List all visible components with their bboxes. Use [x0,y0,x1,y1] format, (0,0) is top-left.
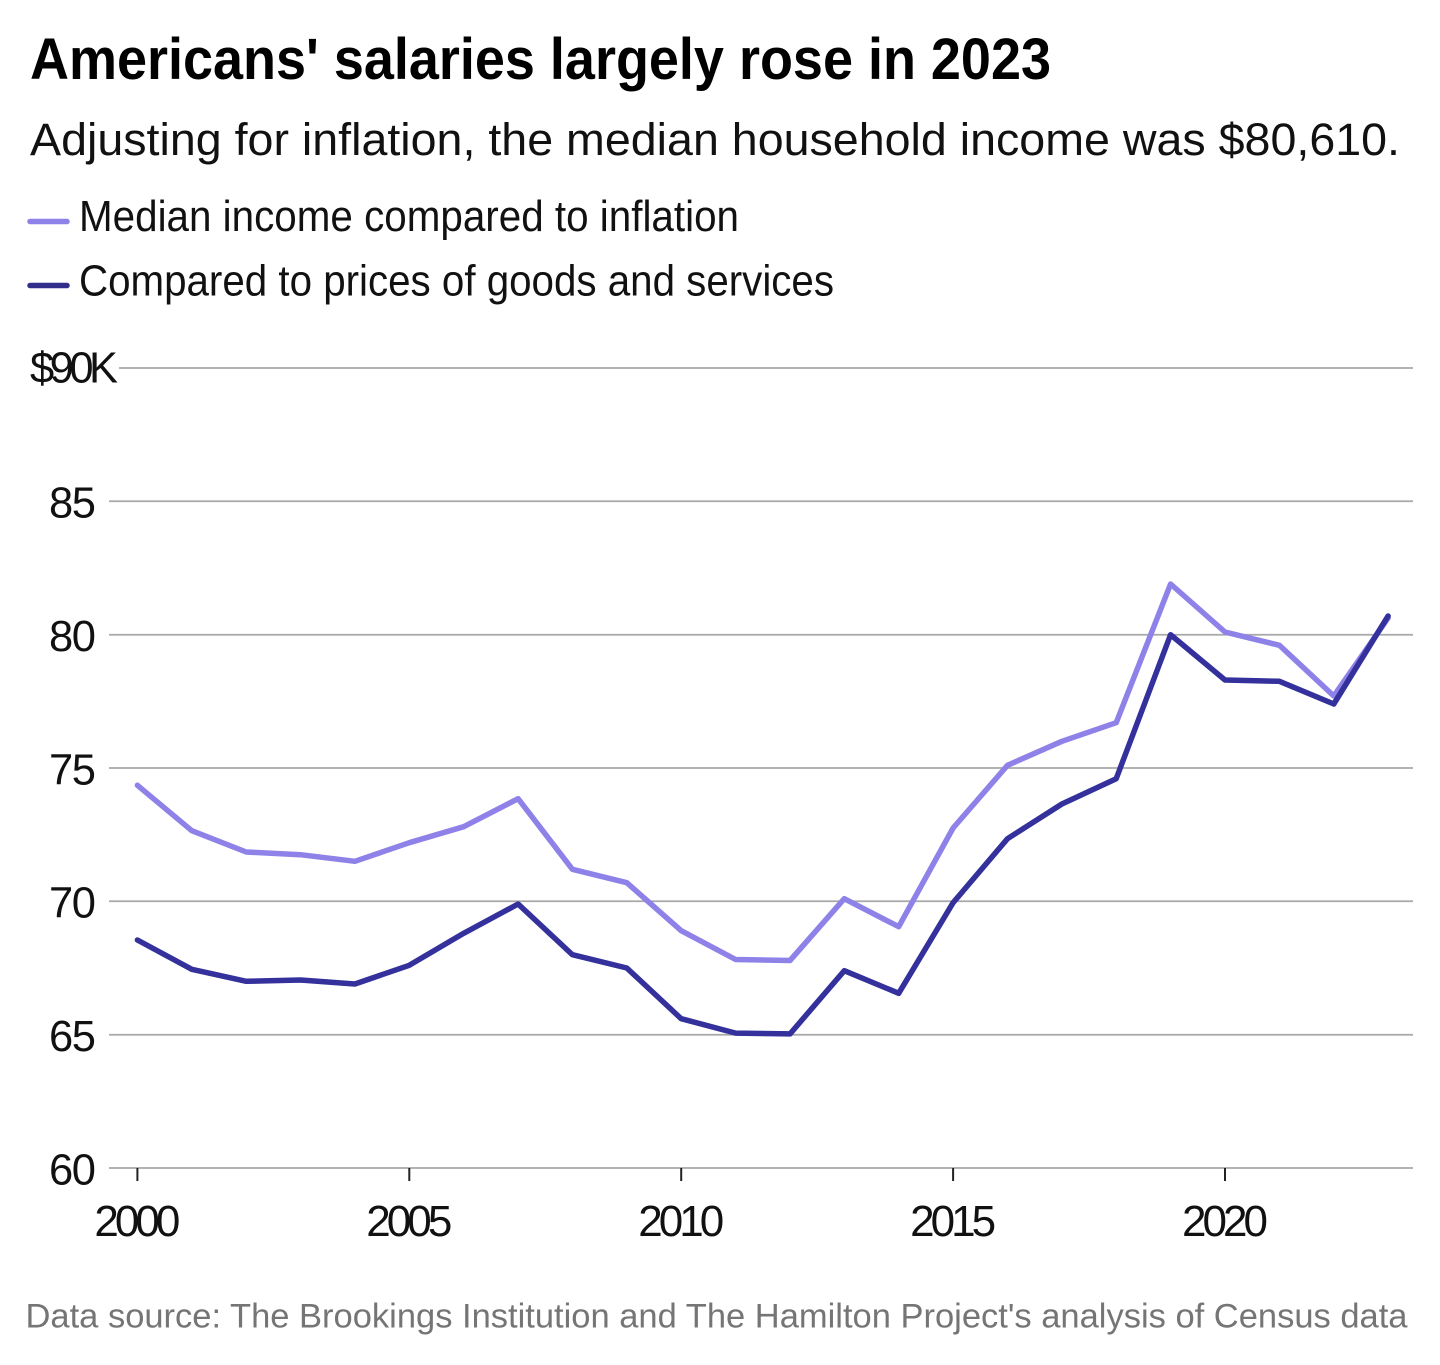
svg-text:2015: 2015 [910,1197,996,1246]
svg-text:65: 65 [49,1013,96,1061]
svg-text:$90K: $90K [30,345,118,393]
svg-text:Compared to prices of goods an: Compared to prices of goods and services [79,257,834,305]
svg-text:Data source: The Brookings Ins: Data source: The Brookings Institution a… [26,1298,1408,1336]
svg-text:Median income compared to infl: Median income compared to inflation [79,193,739,241]
svg-text:75: 75 [49,746,96,794]
svg-text:Adjusting for inflation, the m: Adjusting for inflation, the median hous… [30,114,1400,165]
svg-text:60: 60 [49,1146,96,1194]
svg-text:2010: 2010 [638,1197,724,1246]
svg-text:2000: 2000 [94,1197,180,1246]
svg-text:85: 85 [49,480,96,528]
svg-text:2005: 2005 [366,1197,452,1246]
svg-text:Americans' salaries largely ro: Americans' salaries largely rose in 2023 [30,27,1051,92]
svg-text:2020: 2020 [1182,1197,1268,1246]
svg-text:80: 80 [49,613,96,661]
svg-text:70: 70 [49,880,96,928]
